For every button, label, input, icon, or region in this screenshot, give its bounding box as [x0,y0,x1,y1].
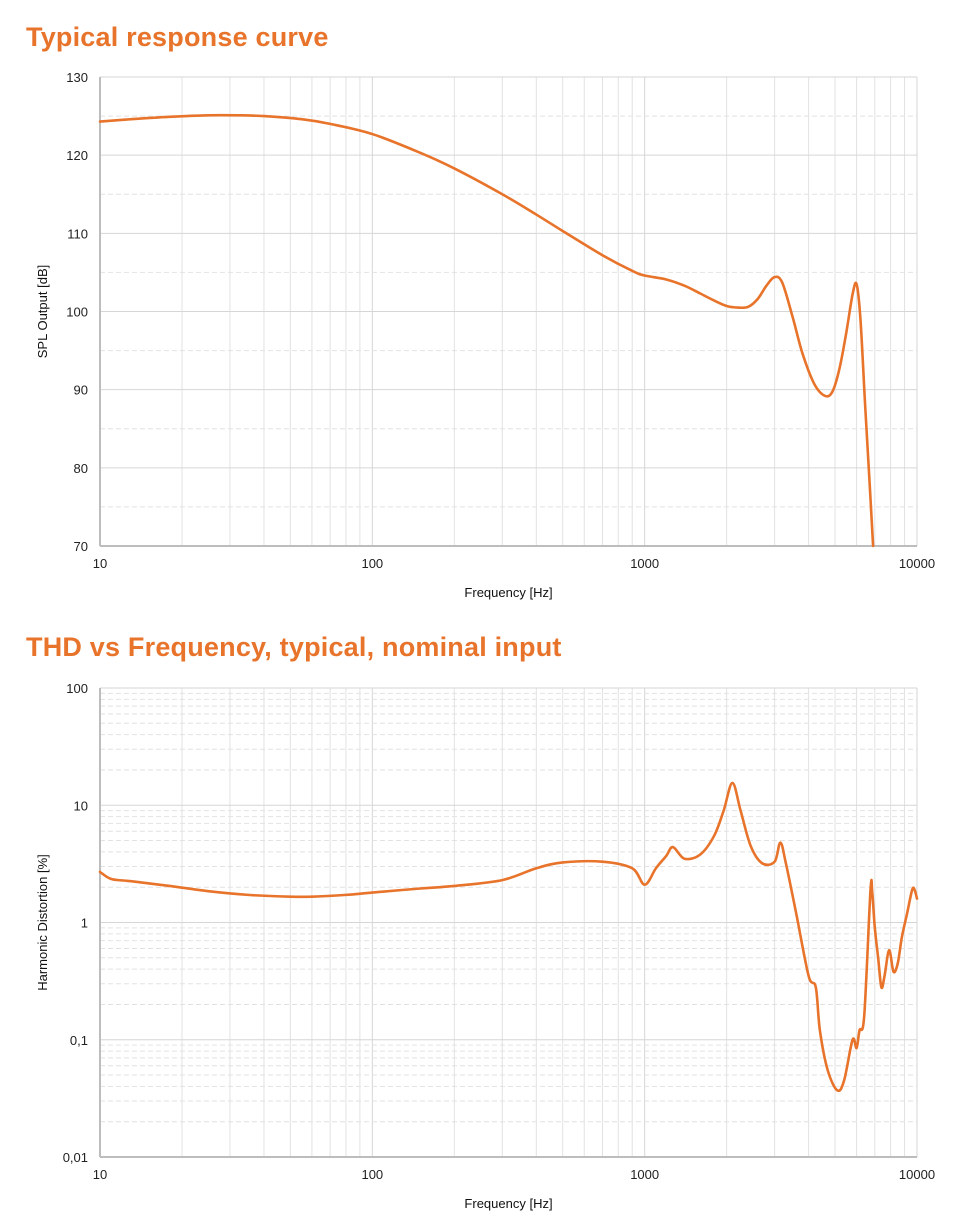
series-harmonic-distortion [98,781,919,1093]
chart-title-response: Typical response curve [26,22,329,52]
y-tick-label: 10 [74,798,88,813]
x-tick-label: 1000 [630,556,659,571]
y-tick-label: 100 [66,305,88,320]
y-tick-label: 70 [74,539,88,554]
y-tick-label: 0,01 [63,1150,88,1165]
x-axis-label: Frequency [Hz] [464,1196,552,1211]
y-tick-label: 100 [66,681,88,696]
x-tick-label: 10 [93,556,107,571]
y-axis-label: SPL Output [dB] [35,265,50,358]
y-tick-label: 1 [81,916,88,931]
x-tick-label: 10 [93,1167,107,1182]
thd-chart: 10 100 1000 10000 0,01 0,1 1 10 100 Frequency [Hz… [35,681,935,1211]
x-tick-label: 1000 [630,1167,659,1182]
y-tick-label: 110 [67,226,88,241]
grid [99,76,918,547]
y-tick-label: 80 [74,461,88,476]
series-line [98,781,919,1093]
x-tick-label: 10000 [899,556,935,571]
response-curve-chart: 10 100 1000 10000 70 80 90 100 110 120 130 Frequenc… [35,70,935,600]
x-axis-label: Frequency [Hz] [464,585,552,600]
series-line [98,113,875,548]
chart-title-thd: THD vs Frequency, typical, nominal input [26,632,562,662]
series-spl-output [98,113,875,548]
x-tick-label: 100 [361,556,383,571]
grid [99,687,918,1158]
x-tick-label: 100 [361,1167,383,1182]
y-tick-label: 90 [74,383,88,398]
y-tick-label: 0,1 [70,1033,88,1048]
y-tick-label: 130 [66,70,88,85]
x-tick-label: 10000 [899,1167,935,1182]
y-axis-label: Harmonic Distortion [%] [35,854,50,991]
y-tick-label: 120 [66,148,88,163]
